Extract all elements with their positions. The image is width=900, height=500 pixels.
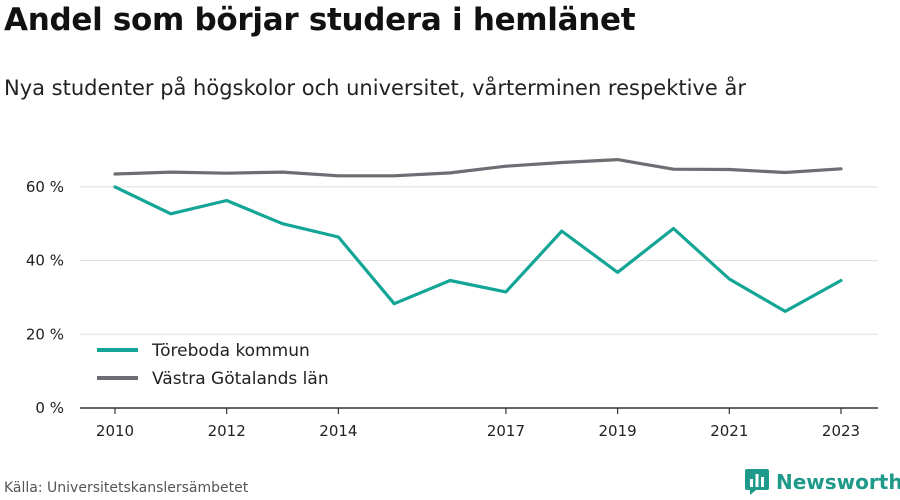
legend-label: Västra Götalands län [152, 369, 329, 389]
legend: Töreboda kommun Västra Götalands län [84, 335, 340, 397]
series-line-2 [113, 158, 843, 178]
y-tick-label: 60 % [26, 178, 64, 196]
x-tick-label: 2023 [822, 422, 860, 440]
chart-title: Andel som börjar studera i hemlänet [4, 2, 636, 38]
x-tick-label: 2010 [96, 422, 134, 440]
chart-subtitle: Nya studenter på högskolor och universit… [4, 76, 746, 100]
x-axis: 2010 2012 2014 2017 2019 2021 2023 [80, 407, 878, 440]
brand-name: Newsworthy [776, 470, 900, 494]
x-tick-label: 2019 [599, 422, 637, 440]
x-tick-label: 2021 [710, 422, 748, 440]
series-line-1 [113, 185, 843, 313]
x-tick-label: 2014 [319, 422, 357, 440]
y-tick-label: 20 % [26, 325, 64, 343]
legend-background [84, 335, 340, 397]
series-lines [113, 158, 843, 313]
source-note: Källa: Universitetskanslersämbetet [4, 480, 249, 496]
gridlines [80, 186, 878, 335]
y-axis-labels: 0 % 20 % 40 % 60 % [26, 178, 64, 417]
x-tick-label: 2012 [208, 422, 246, 440]
x-tick-label: 2017 [487, 422, 525, 440]
legend-label: Töreboda kommun [151, 341, 310, 361]
y-tick-label: 0 % [35, 399, 64, 417]
y-tick-label: 40 % [26, 252, 64, 270]
bar-chart-logo-icon [745, 469, 769, 495]
brand-logo: Newsworthy [744, 468, 900, 496]
